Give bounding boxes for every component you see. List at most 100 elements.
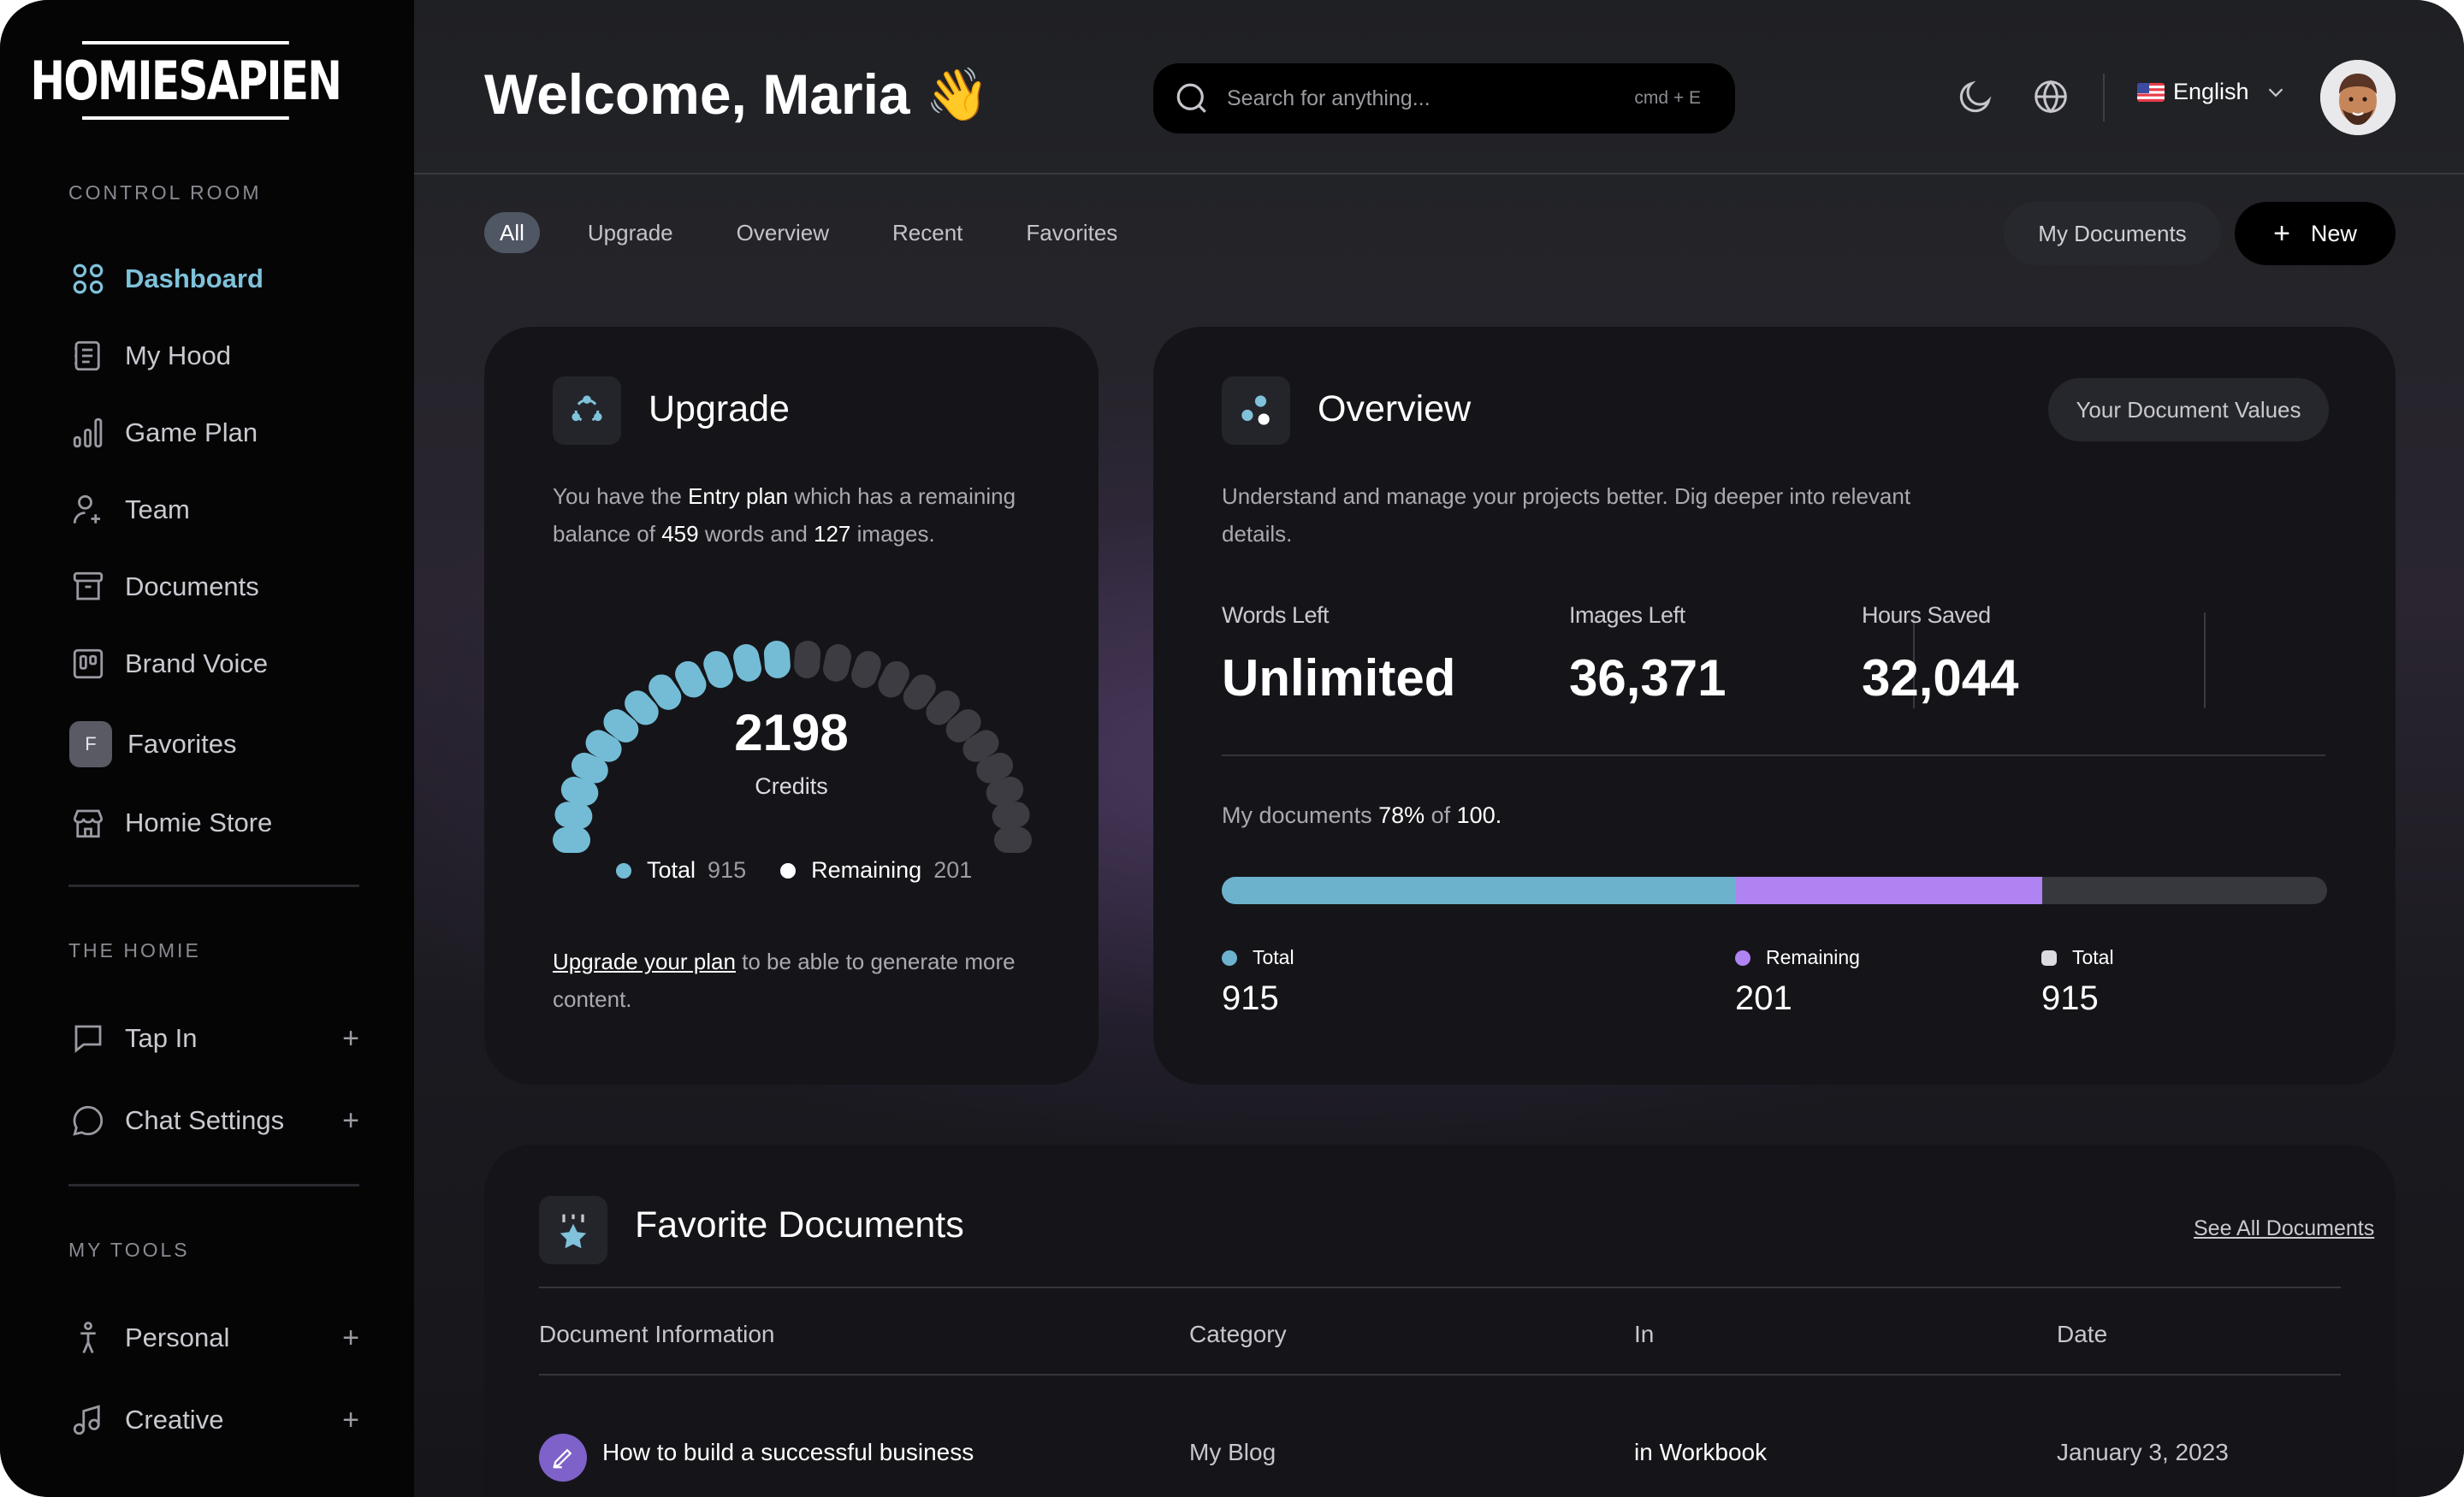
moon-icon[interactable] — [1956, 77, 1995, 116]
sidebar-item-chat-settings[interactable]: Chat Settings + — [68, 1095, 359, 1146]
gauge-dot — [945, 709, 981, 743]
sidebar-item-personal[interactable]: Personal + — [68, 1312, 359, 1364]
document-date: January 3, 2023 — [2057, 1439, 2229, 1465]
table-divider — [539, 1287, 2341, 1288]
stat-value-words-left: Unlimited — [1222, 649, 1456, 707]
tab-favorites[interactable]: Favorites — [1026, 219, 1118, 246]
tab-all[interactable]: All — [484, 212, 540, 253]
tab-overview[interactable]: Overview — [736, 219, 829, 246]
sidebar-divider — [68, 1184, 359, 1186]
message-circle-icon — [68, 1101, 108, 1140]
sidebar-item-my-hood[interactable]: My Hood — [68, 330, 359, 382]
avatar[interactable] — [2320, 60, 2396, 135]
search-shortcut: cmd + E — [1634, 88, 1701, 108]
expand-plus-icon[interactable]: + — [342, 1321, 359, 1354]
column-header-category: Category — [1189, 1321, 1287, 1347]
dots-cluster-icon — [1241, 395, 1270, 425]
gauge-dot — [994, 827, 1032, 853]
expand-plus-icon[interactable]: + — [342, 1021, 359, 1055]
search-bar[interactable]: cmd + E — [1153, 63, 1735, 133]
legend-label-remaining: Remaining — [811, 857, 922, 883]
stat-value-images-left: 36,371 — [1569, 649, 1727, 707]
column-header-in: In — [1634, 1321, 1655, 1347]
language-label: English — [2173, 79, 2249, 104]
bar-chart-icon — [68, 413, 108, 453]
sidebar-item-creative[interactable]: Creative + — [68, 1394, 359, 1446]
legend-dot — [2041, 950, 2057, 966]
see-all-documents-link[interactable]: See All Documents — [2194, 1216, 2375, 1240]
section-label-control-room: CONTROL ROOM — [68, 181, 262, 204]
overview-card-icon — [1222, 376, 1290, 445]
progress-legend-total-2: Total 915 — [2041, 946, 2114, 1018]
sidebar-item-label: Dashboard — [125, 263, 264, 293]
document-name[interactable]: How to build a successful business — [602, 1439, 974, 1465]
favorite-documents-card: Favorite Documents See All Documents Doc… — [484, 1145, 2396, 1497]
sidebar-item-favorites[interactable]: F Favorites — [68, 719, 359, 770]
us-flag-icon — [2137, 82, 2165, 102]
documents-progress-bar — [1222, 877, 2327, 904]
notebook-icon — [68, 336, 108, 376]
main-content: Welcome, Maria 👋 cmd + E English — [414, 0, 2464, 1497]
gauge-dot — [560, 777, 599, 806]
table-row[interactable]: How to build a successful business My Bl… — [539, 1408, 2341, 1497]
sidebar-item-documents[interactable]: Documents — [68, 561, 359, 612]
gauge-dot — [733, 644, 761, 682]
gauge-dot — [878, 660, 909, 698]
gauge-dot — [976, 752, 1014, 784]
legend-label-total: Total — [647, 857, 696, 883]
column-header-document: Document Information — [539, 1321, 775, 1347]
gauge-legend: Total 915 Remaining 201 — [616, 857, 972, 884]
gauge-dot — [585, 730, 622, 762]
sidebar-item-label: Team — [125, 494, 190, 524]
stat-divider — [1913, 612, 1915, 708]
sidebar-item-label: Personal — [125, 1322, 230, 1352]
logo: HOMIESAPIEN — [31, 41, 342, 120]
document-values-button[interactable]: Your Document Values — [2048, 378, 2329, 441]
tab-upgrade[interactable]: Upgrade — [587, 219, 673, 246]
sidebar-item-homie-store[interactable]: Homie Store — [68, 797, 359, 849]
overview-description: Understand and manage your projects bett… — [1222, 483, 1911, 547]
sidebar-item-game-plan[interactable]: Game Plan — [68, 407, 359, 459]
upgrade-plan-link[interactable]: Upgrade your plan — [553, 949, 736, 974]
gauge-dot — [703, 651, 733, 689]
gauge-dot — [554, 802, 593, 830]
overview-divider — [1222, 754, 2325, 756]
column-header-date: Date — [2057, 1321, 2108, 1347]
sidebar-divider — [68, 885, 359, 887]
tab-recent[interactable]: Recent — [892, 219, 963, 246]
stat-label-hours-saved: Hours Saved — [1862, 602, 1991, 628]
credits-gauge — [553, 640, 1032, 853]
sidebar-item-dashboard[interactable]: Dashboard — [68, 253, 359, 305]
search-input[interactable] — [1225, 85, 1635, 112]
sidebar-item-tap-in[interactable]: Tap In + — [68, 1013, 359, 1064]
star-badge-icon — [560, 1214, 587, 1249]
sidebar-item-brand-voice[interactable]: Brand Voice — [68, 638, 359, 689]
stat-value-hours-saved: 32,044 — [1862, 649, 2019, 707]
gauge-dot — [649, 674, 682, 710]
language-selector[interactable]: English — [2137, 79, 2289, 105]
gauge-dot — [763, 640, 791, 678]
expand-plus-icon[interactable]: + — [342, 1403, 359, 1436]
sidebar-item-team[interactable]: Team — [68, 484, 359, 535]
section-label-the-homie: THE HOMIE — [68, 939, 201, 962]
legend-dot-total — [616, 862, 631, 879]
favorites-badge: F — [69, 721, 112, 767]
new-button[interactable]: + New — [2235, 202, 2396, 265]
gauge-dot — [926, 690, 960, 725]
legend-dot — [1735, 950, 1750, 966]
panels-icon — [68, 644, 108, 683]
overview-title: Overview — [1318, 388, 1472, 429]
overview-card: Overview Your Document Values Understand… — [1153, 327, 2396, 1085]
my-documents-button[interactable]: My Documents — [2004, 202, 2221, 265]
globe-icon[interactable] — [2031, 77, 2070, 116]
gauge-dot — [603, 709, 639, 743]
archive-icon — [68, 567, 108, 606]
expand-plus-icon[interactable]: + — [342, 1104, 359, 1137]
top-header: Welcome, Maria 👋 cmd + E English — [414, 0, 2464, 175]
sidebar-item-label: Homie Store — [125, 808, 273, 837]
credits-value: 2198 — [734, 704, 849, 761]
gauge-dot — [851, 651, 881, 689]
upgrade-card: Upgrade You have the Entry plan which ha… — [484, 327, 1099, 1085]
gauge-dot — [794, 640, 821, 678]
